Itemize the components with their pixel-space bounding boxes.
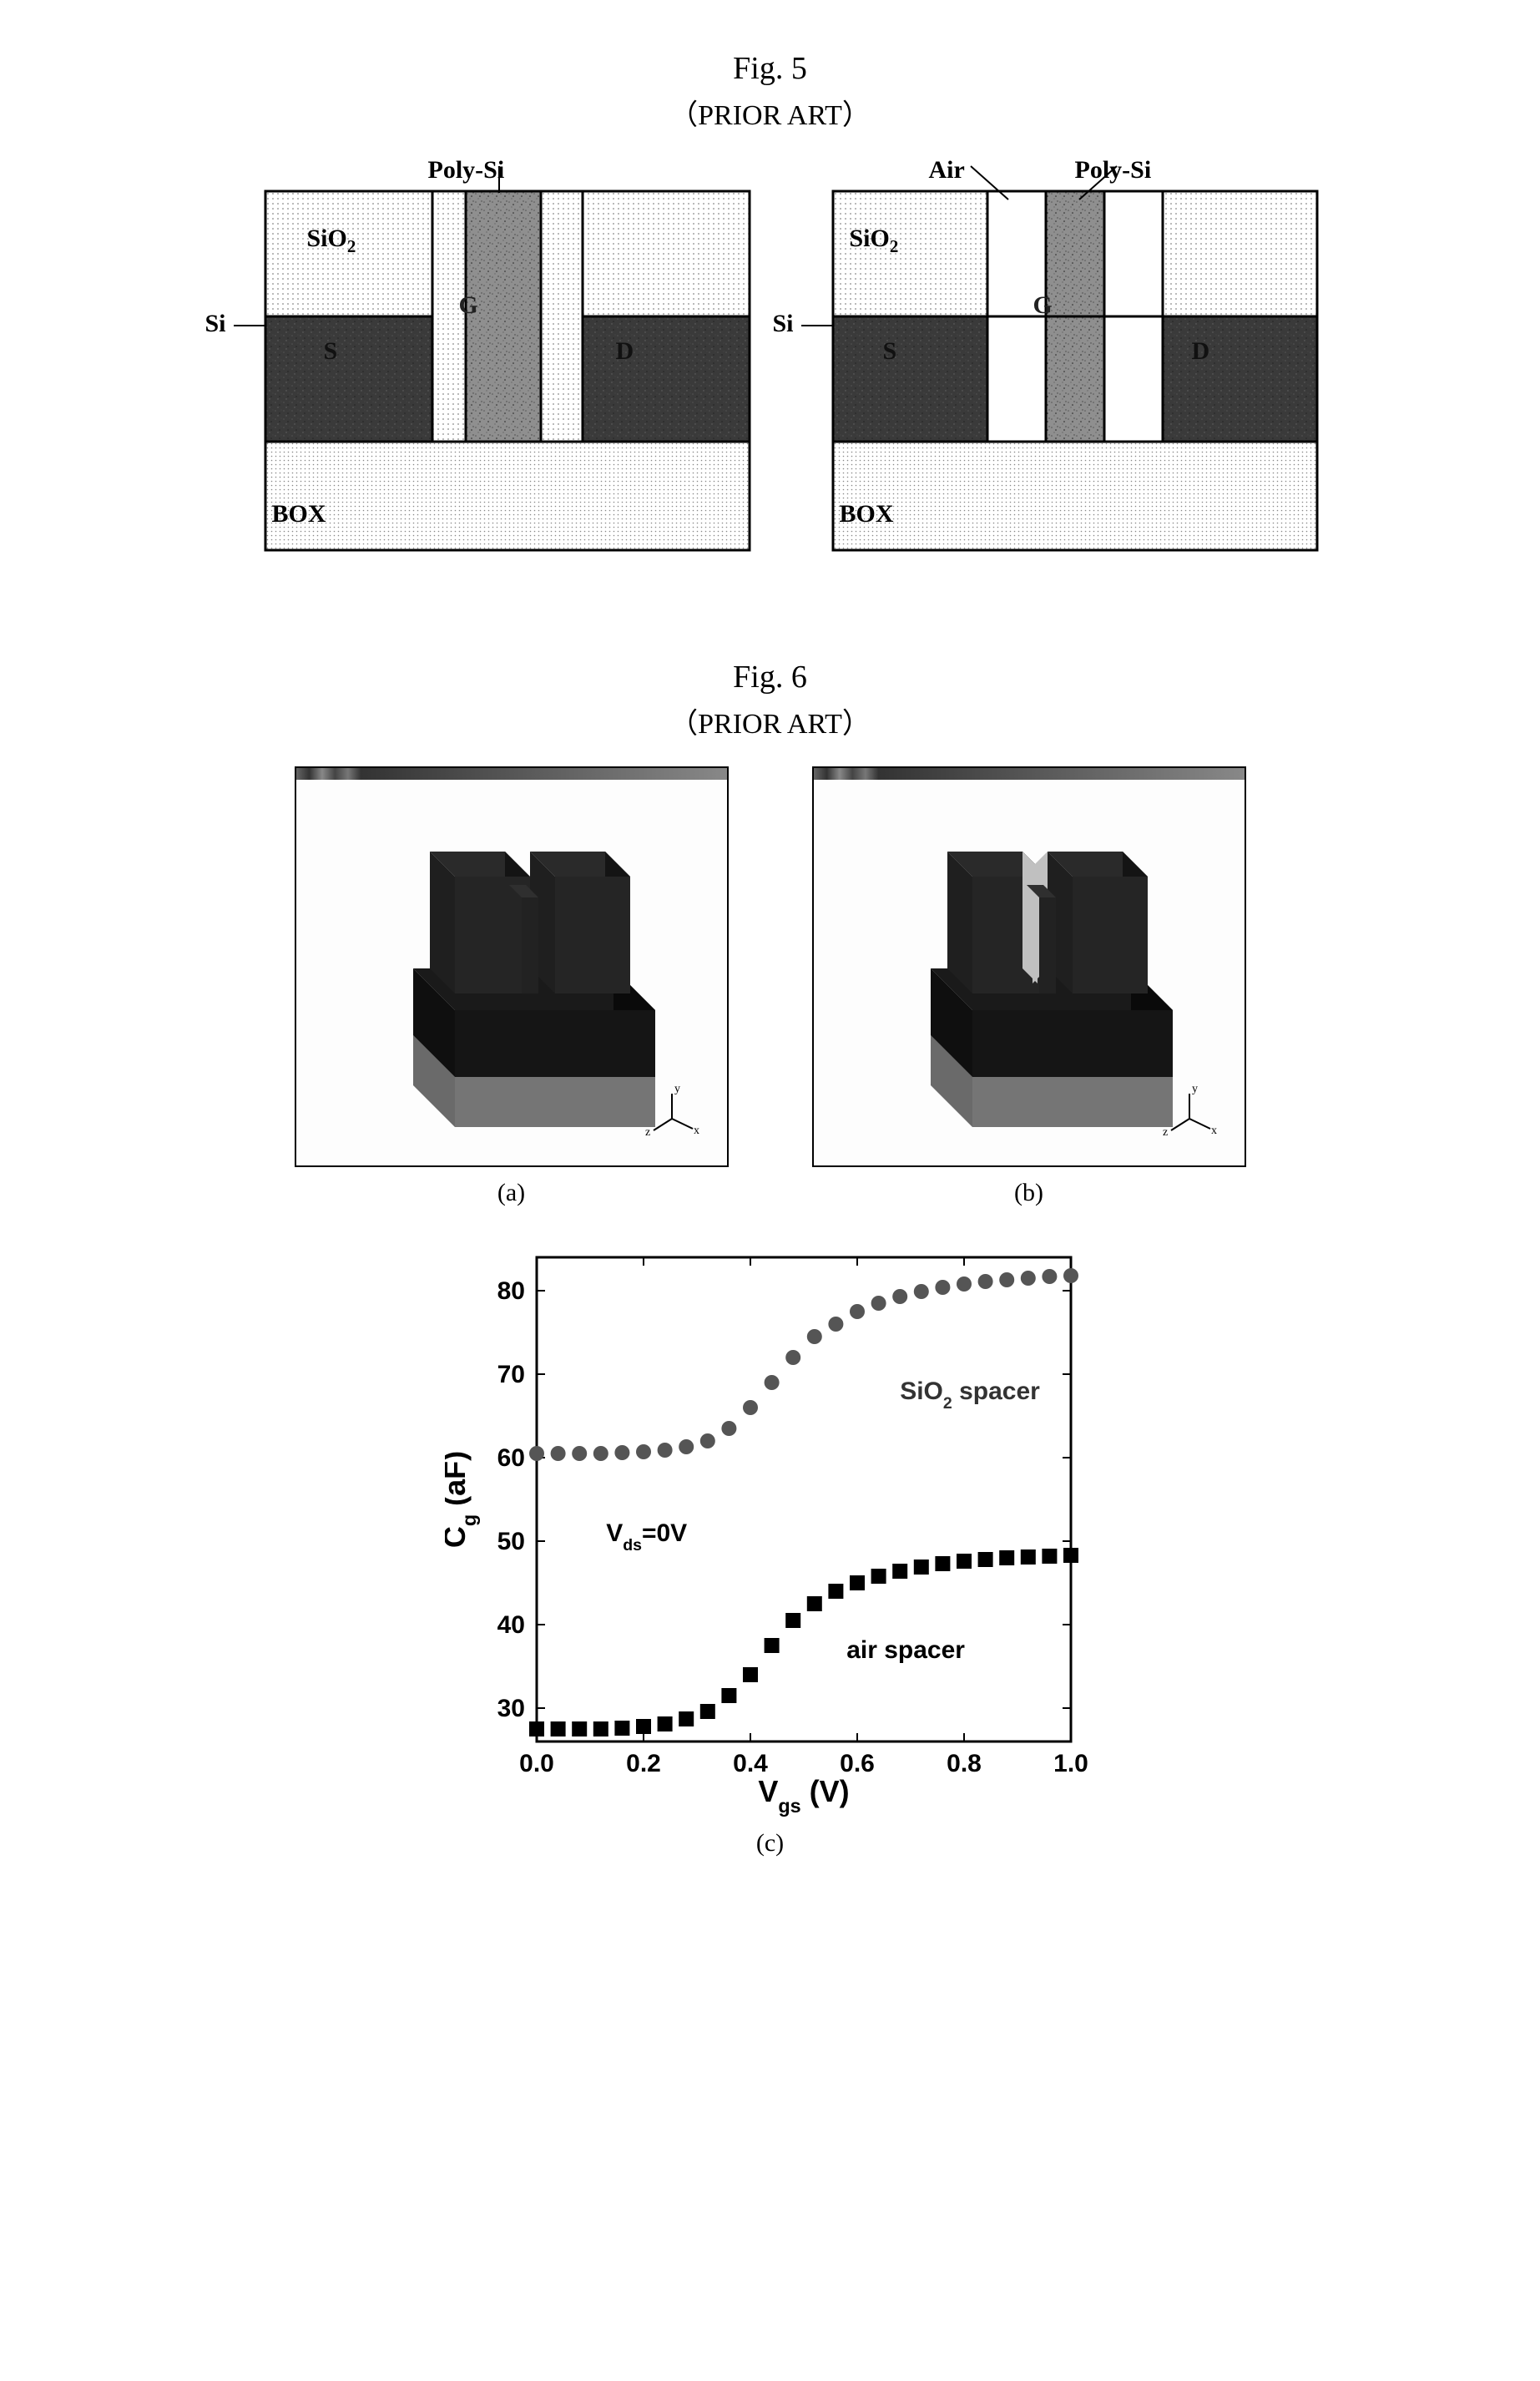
svg-text:40: 40 [497,1611,524,1639]
thumb-titlebar [296,768,727,780]
fig6c-caption: (c) [445,1829,1096,1858]
svg-text:Vgs (V): Vgs (V) [758,1774,849,1817]
svg-text:80: 80 [497,1277,524,1305]
svg-text:x: x [1211,1125,1217,1137]
fig6-title: Fig. 6 [150,659,1390,695]
fig6-subtitle: （PRIOR ART） [150,700,1390,741]
svg-text:50: 50 [497,1528,524,1555]
fig5-subtitle: （PRIOR ART） [150,92,1390,133]
fig5-title: Fig. 5 [150,50,1390,87]
fig5-panels: Poly-Si SiO2 Si G S D BOX Air Poly-Si Si… [150,158,1390,559]
figure-6: Fig. 6 （PRIOR ART） y x z (a) y x z (b) 0.0 0.… [150,659,1390,1858]
svg-text:0.8: 0.8 [947,1750,982,1777]
fig6b-3d-render: y x z [814,768,1245,1152]
fig6c-chart: 0.00.20.40.60.81.0304050607080Vgs (V)Cg … [445,1232,1096,1817]
fig5b-diagram [783,158,1325,559]
svg-text:0.2: 0.2 [626,1750,661,1777]
fig6a-caption: (a) [295,1179,729,1207]
fig6-thumbs: y x z (a) y x z (b) [150,766,1390,1207]
svg-text:air spacer: air spacer [846,1636,965,1664]
svg-text:70: 70 [497,1361,524,1388]
svg-text:x: x [694,1125,699,1137]
svg-text:0.0: 0.0 [519,1750,554,1777]
thumb-titlebar-b [814,768,1245,780]
fig5-panel-b: Air Poly-Si SiO2 Si G S D BOX [783,158,1325,559]
fig6-thumb-a-box: y x z [295,766,729,1167]
svg-text:y: y [1192,1083,1198,1095]
fig6-thumb-b: y x z (b) [812,766,1246,1207]
fig6-thumb-a: y x z (a) [295,766,729,1207]
fig6a-3d-render: y x z [296,768,727,1152]
svg-text:z: z [645,1126,650,1139]
svg-text:1.0: 1.0 [1053,1750,1088,1777]
svg-text:Cg (aF): Cg (aF) [445,1451,480,1548]
fig5a-diagram [215,158,758,559]
fig6-thumb-b-box: y x z [812,766,1246,1167]
svg-text:60: 60 [497,1444,524,1472]
figure-5: Fig. 5 （PRIOR ART） Poly-Si SiO2 Si G S D… [150,50,1390,559]
svg-text:y: y [674,1083,680,1095]
svg-text:z: z [1163,1126,1168,1139]
fig6-chart-wrap: 0.00.20.40.60.81.0304050607080Vgs (V)Cg … [150,1232,1390,1858]
svg-text:30: 30 [497,1695,524,1722]
fig6b-caption: (b) [812,1179,1246,1207]
fig5-panel-a: Poly-Si SiO2 Si G S D BOX [215,158,758,559]
